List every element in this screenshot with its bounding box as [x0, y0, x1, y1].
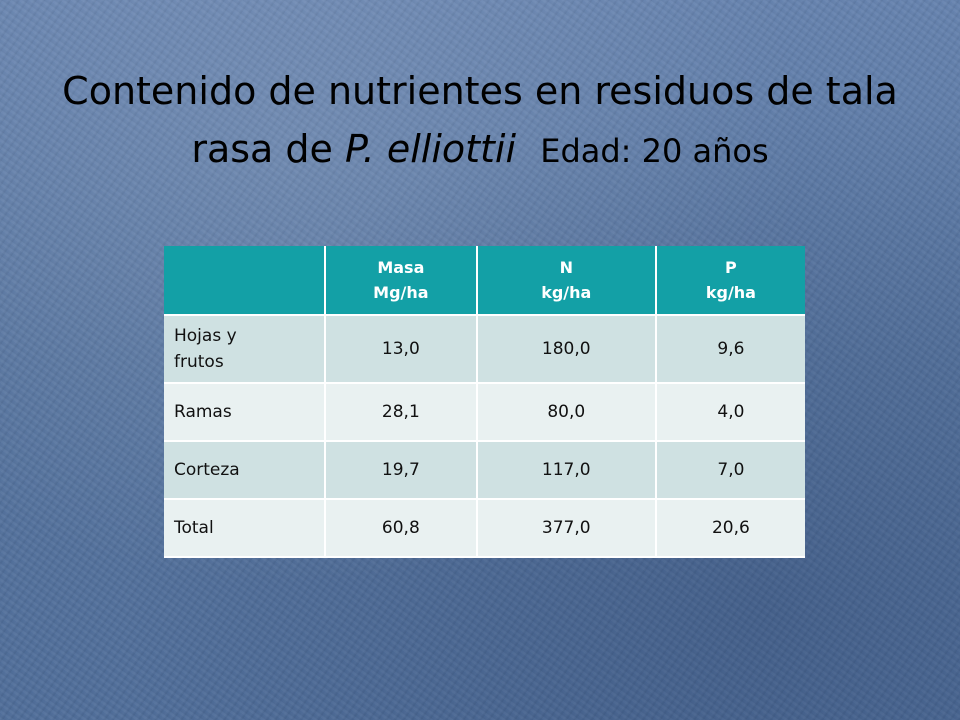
table-row: Hojas y frutos 13,0 180,0 9,6 — [164, 315, 805, 384]
cell-masa: 19,7 — [325, 441, 478, 500]
cell-masa: 60,8 — [325, 499, 478, 558]
cell-n: 377,0 — [476, 499, 657, 558]
title-prefix: rasa de — [191, 127, 345, 171]
row-label: Hojas y frutos — [164, 315, 326, 384]
cell-p: 7,0 — [655, 441, 805, 500]
table-row: Corteza 19,7 117,0 7,0 — [164, 441, 805, 500]
nutrient-table: Masa Mg/ha N kg/ha P kg/ha Hojas y fruto… — [164, 246, 805, 558]
cell-p: 20,6 — [655, 499, 805, 558]
header-n: N kg/ha — [476, 246, 657, 316]
row-label: Total — [164, 499, 326, 558]
table-row: Total 60,8 377,0 20,6 — [164, 499, 805, 558]
nutrient-table-container: Masa Mg/ha N kg/ha P kg/ha Hojas y fruto… — [164, 246, 805, 558]
header-empty — [164, 246, 326, 316]
table-row: Ramas 28,1 80,0 4,0 — [164, 383, 805, 442]
title-line-1: Contenido de nutrientes en residuos de t… — [62, 69, 898, 113]
cell-masa: 13,0 — [325, 315, 478, 384]
cell-n: 117,0 — [476, 441, 657, 500]
age-label: Edad: 20 años — [540, 132, 769, 170]
slide-title: Contenido de nutrientes en residuos de t… — [40, 62, 920, 180]
table-header-row: Masa Mg/ha N kg/ha P kg/ha — [164, 246, 805, 316]
cell-p: 9,6 — [655, 315, 805, 384]
row-label: Corteza — [164, 441, 326, 500]
cell-n: 80,0 — [476, 383, 657, 442]
cell-p: 4,0 — [655, 383, 805, 442]
cell-n: 180,0 — [476, 315, 657, 384]
row-label: Ramas — [164, 383, 326, 442]
header-masa: Masa Mg/ha — [325, 246, 478, 316]
cell-masa: 28,1 — [325, 383, 478, 442]
title-line-2: rasa de P. elliottii Edad: 20 años — [40, 120, 920, 180]
header-p: P kg/ha — [655, 246, 805, 316]
species-name: P. elliottii — [344, 127, 517, 171]
